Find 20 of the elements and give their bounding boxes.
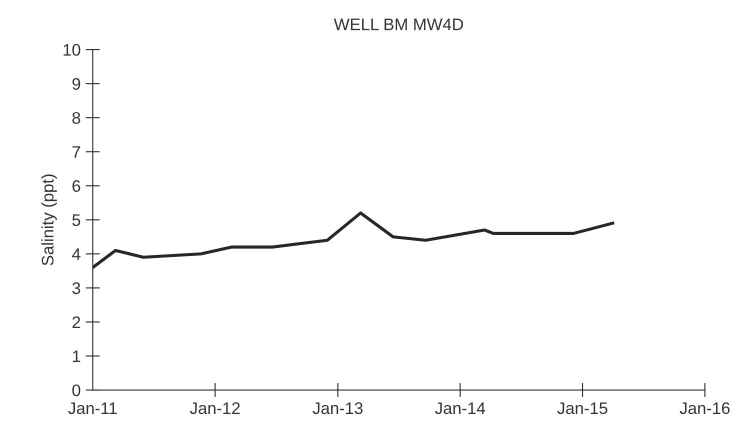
y-tick-label: 10 [64,44,80,56]
line-series [92,211,614,270]
x-tick-label: Jan-12 [190,402,240,414]
y-tick-label: 7 [72,146,80,158]
x-tick-label: Jan-15 [557,402,608,414]
y-tick-label: 3 [72,282,80,294]
x-tick-label: Jan-11 [68,402,117,414]
y-tick-label: 6 [72,180,80,192]
y-axis-title: Salinity (ppt) [41,174,57,266]
y-tick-label: 4 [72,248,80,260]
y-tick-label: 5 [72,214,80,226]
y-tick-label: 9 [72,78,80,90]
x-tick-label: Jan-14 [434,402,486,414]
y-tick-label: 8 [72,112,80,124]
x-tick-label: Jan-16 [680,402,730,414]
y-tick-label: 1 [72,350,80,362]
chart-title: WELL BM MW4D [334,18,463,30]
x-tick-label: Jan-13 [312,402,363,414]
y-tick-label: 0 [72,384,80,396]
y-tick-label: 2 [72,316,80,328]
